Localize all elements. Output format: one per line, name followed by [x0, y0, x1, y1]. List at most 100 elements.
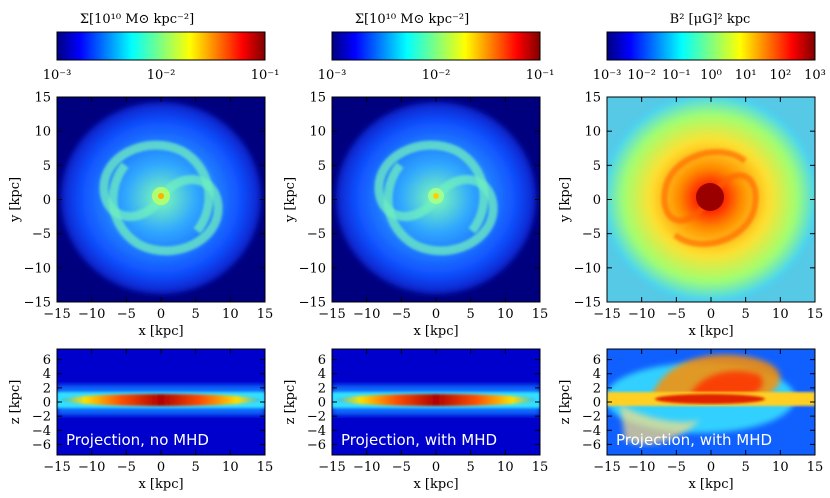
y-tick-label: 0 — [593, 396, 601, 411]
panel-faceon-no-mhd — [56, 96, 266, 303]
panel-4-annotation: Projection, no MHD — [66, 431, 209, 449]
y-tick-label: 10 — [34, 125, 51, 140]
x-tick-label: 10 — [772, 307, 789, 322]
x-tick-label: 0 — [432, 307, 440, 322]
y-axis-label: y [kpc] — [558, 177, 573, 223]
x-axis-label: x [kpc] — [688, 477, 733, 492]
colorbar-1-bar — [56, 31, 266, 61]
y-tick-label: −15 — [24, 296, 51, 311]
x-tick-label: 10 — [772, 460, 789, 475]
y-tick-label: −5 — [582, 227, 601, 242]
y-tick-label: −2 — [307, 410, 326, 425]
colorbar-3-tick-5: 10² — [769, 68, 791, 83]
x-tick-label: 5 — [192, 460, 200, 475]
colorbar-2: Σ[10¹⁰ M⊙ kpc⁻²] 10⁻³ 10⁻² 10⁻¹ — [318, 12, 555, 83]
colorbar-3-tick-3: 10⁰ — [700, 68, 722, 83]
x-tick-label: 15 — [257, 460, 274, 475]
colorbar-1: Σ[10¹⁰ M⊙ kpc⁻²] 10⁻³ 10⁻² 10⁻¹ — [43, 12, 280, 83]
colorbar-3: B² [μG]² kpc 10⁻³ 10⁻² 10⁻¹ 10⁰ 10¹ 10² 10³ — [593, 12, 826, 83]
x-tick-label: −15 — [593, 460, 620, 475]
panel-4-image: Projection, no MHD — [57, 385, 265, 449]
y-tick-label: −4 — [32, 424, 51, 439]
y-tick-label: 6 — [318, 353, 326, 368]
x-tick-label: 5 — [192, 307, 200, 322]
x-tick-label: −5 — [117, 460, 136, 475]
y-tick-label: 15 — [34, 91, 51, 106]
colorbar-2-bar — [331, 31, 541, 61]
y-tick-label: −10 — [299, 261, 326, 276]
panel-edgeon-bfield: Projection, with MHD — [606, 348, 816, 456]
x-tick-label: −5 — [392, 307, 411, 322]
colorbar-1-title: Σ[10¹⁰ M⊙ kpc⁻²] — [80, 12, 194, 27]
y-tick-label: 15 — [584, 91, 601, 106]
y-tick-label: 0 — [318, 193, 326, 208]
panel-5-annotation: Projection, with MHD — [341, 431, 497, 449]
colorbar-3-tick-0: 10⁻³ — [593, 68, 622, 83]
panel-1-image — [61, 102, 261, 294]
x-tick-label: −5 — [117, 307, 136, 322]
y-tick-label: −6 — [32, 438, 51, 453]
x-tick-label: −15 — [318, 460, 345, 475]
y-tick-label: 15 — [309, 91, 326, 106]
x-tick-label: 0 — [432, 460, 440, 475]
panel-6-image: Projection, with MHD — [607, 354, 815, 449]
y-tick-label: 4 — [43, 367, 51, 382]
y-tick-label: −15 — [299, 296, 326, 311]
axes-layer: −15 −10 −5 0 5 10 15 −15 −10 −5 0 5 10 15 x [kpc] y [kp… — [8, 91, 823, 493]
x-axis-label: x [kpc] — [413, 477, 458, 492]
y-tick-label: −5 — [32, 227, 51, 242]
x-tick-label: 0 — [157, 307, 165, 322]
colorbar-3-tick-4: 10¹ — [735, 68, 757, 83]
x-tick-label: 10 — [222, 307, 239, 322]
colorbar-2-title: Σ[10¹⁰ M⊙ kpc⁻²] — [355, 12, 469, 27]
y-tick-label: 4 — [318, 367, 326, 382]
y-tick-label: 2 — [43, 381, 51, 396]
panel-1-axes: −15 −10 −5 0 5 10 15 −15 −10 −5 0 5 10 15 x [kpc] y [kp… — [8, 91, 273, 340]
y-tick-label: 10 — [584, 125, 601, 140]
x-axis-label: x [kpc] — [688, 324, 733, 339]
x-tick-label: 5 — [742, 460, 750, 475]
x-tick-label: 15 — [807, 307, 824, 322]
colorbar-3-bar — [606, 31, 816, 61]
x-axis-label: x [kpc] — [138, 324, 183, 339]
x-tick-label: 15 — [257, 307, 274, 322]
panel-edgeon-no-mhd: Projection, no MHD — [56, 348, 266, 456]
x-tick-label: −10 — [78, 460, 105, 475]
y-tick-label: 6 — [593, 353, 601, 368]
y-tick-label: −6 — [307, 438, 326, 453]
panel-6-annotation: Projection, with MHD — [616, 431, 772, 449]
x-tick-label: 0 — [157, 460, 165, 475]
x-tick-label: 0 — [707, 307, 715, 322]
y-tick-label: 10 — [309, 125, 326, 140]
y-axis-label: z [kpc] — [558, 380, 573, 425]
x-tick-label: 5 — [467, 307, 475, 322]
y-tick-label: 5 — [593, 159, 601, 174]
panel-faceon-bfield — [606, 96, 816, 303]
y-axis-label: z [kpc] — [8, 380, 23, 425]
x-tick-label: 15 — [532, 460, 549, 475]
x-tick-label: −15 — [43, 307, 70, 322]
x-tick-label: 10 — [497, 307, 514, 322]
x-tick-label: −5 — [667, 307, 686, 322]
y-tick-label: 0 — [43, 396, 51, 411]
y-tick-label: 6 — [43, 353, 51, 368]
y-tick-label: 4 — [593, 367, 601, 382]
colorbar-2-tick-0: 10⁻³ — [318, 68, 347, 83]
x-tick-label: 15 — [807, 460, 824, 475]
colorbar-3-ticks: 10⁻³ 10⁻² 10⁻¹ 10⁰ 10¹ 10² 10³ — [593, 68, 826, 83]
y-tick-label: 0 — [593, 193, 601, 208]
y-axis-label: y [kpc] — [283, 177, 298, 223]
x-tick-label: 15 — [532, 307, 549, 322]
y-tick-label: 5 — [43, 159, 51, 174]
colorbar-3-title: B² [μG]² kpc — [670, 12, 751, 27]
x-tick-label: 5 — [742, 307, 750, 322]
panel-3-axes: −15 −10 −5 0 5 10 15 −15 −10 −5 0 5 10 15 x [kpc] y [kp… — [558, 91, 823, 340]
y-tick-label: 2 — [318, 381, 326, 396]
panel-2-axes: −15 −10 −5 0 5 10 15 −15 −10 −5 0 5 10 15 x [kpc] y [kp… — [283, 91, 548, 340]
y-tick-label: −6 — [582, 438, 601, 453]
x-tick-label: −10 — [353, 307, 380, 322]
x-tick-label: −5 — [667, 460, 686, 475]
